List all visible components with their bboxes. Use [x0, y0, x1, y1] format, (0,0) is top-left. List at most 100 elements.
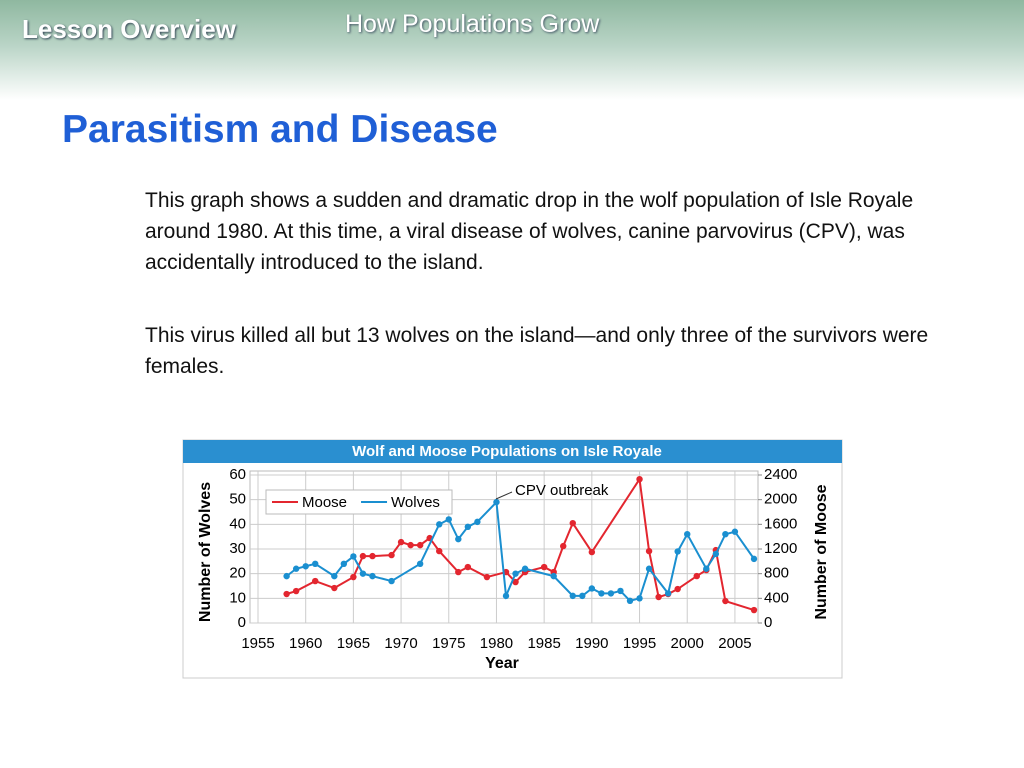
data-point — [598, 590, 605, 597]
data-point — [331, 572, 338, 580]
data-point — [455, 535, 462, 543]
data-point — [388, 551, 395, 559]
data-point — [312, 577, 319, 585]
data-point — [359, 570, 367, 577]
data-point — [359, 552, 367, 560]
data-point — [283, 572, 290, 580]
x-tick-label: 1975 — [432, 635, 465, 652]
x-tick-label: 2005 — [718, 635, 751, 652]
y2-tick-label: 2000 — [764, 491, 797, 508]
data-point — [731, 528, 739, 535]
x-tick-label: 1980 — [480, 635, 513, 652]
data-point — [636, 475, 643, 483]
paragraph: This graph shows a sudden and dramatic d… — [145, 189, 914, 274]
y-tick-label: 0 — [238, 614, 246, 631]
x-tick-label: 1960 — [289, 635, 322, 652]
data-point — [416, 541, 424, 549]
y-axis-label: Number of Wolves — [197, 482, 214, 622]
data-point — [569, 519, 576, 527]
y2-tick-label: 2400 — [764, 466, 797, 483]
data-point — [350, 553, 357, 560]
data-point — [369, 552, 376, 560]
header: Lesson Overview How Populations Grow — [0, 0, 1024, 100]
y2-tick-label: 1200 — [764, 540, 797, 557]
y-tick-label: 50 — [229, 491, 246, 508]
paragraph: This virus killed all but 13 wolves on t… — [145, 324, 929, 378]
data-point — [626, 597, 634, 604]
data-point — [474, 518, 481, 526]
data-point — [292, 565, 300, 572]
data-point — [579, 592, 586, 600]
data-point — [703, 565, 710, 572]
chart-title: Wolf and Moose Populations on Isle Royal… — [352, 443, 662, 460]
series-line — [286, 476, 755, 612]
x-tick-label: 1965 — [337, 635, 370, 652]
data-point — [407, 541, 414, 549]
data-point — [560, 542, 567, 550]
data-point — [674, 548, 681, 555]
y-tick-label: 10 — [229, 589, 246, 606]
data-point — [712, 550, 720, 558]
x-tick-label: 2000 — [671, 635, 704, 652]
data-point — [684, 531, 691, 538]
data-point — [436, 521, 443, 528]
y-tick-label: 30 — [229, 540, 246, 557]
data-point — [464, 563, 472, 571]
data-point — [331, 584, 338, 592]
data-point — [750, 555, 758, 563]
data-point — [502, 592, 510, 600]
x-tick-label: 1990 — [575, 635, 608, 652]
data-point — [416, 560, 424, 567]
data-point — [588, 548, 596, 556]
data-point — [645, 565, 653, 572]
data-point — [512, 570, 519, 577]
annotation: CPV outbreak — [515, 482, 609, 499]
data-point — [750, 606, 758, 614]
data-point — [340, 560, 348, 567]
slide-title: Parasitism and Disease — [62, 108, 498, 151]
x-tick-label: 1970 — [384, 635, 417, 652]
data-point — [722, 597, 729, 605]
x-tick-label: 1955 — [241, 635, 274, 652]
data-point — [540, 563, 548, 571]
data-point — [455, 568, 462, 576]
y2-tick-label: 400 — [764, 589, 789, 606]
data-point — [388, 577, 395, 585]
series-line — [286, 499, 755, 602]
data-point — [436, 547, 443, 555]
data-point — [302, 563, 309, 570]
data-point — [397, 538, 405, 546]
x-tick-label: 1995 — [623, 635, 656, 652]
data-point — [693, 572, 700, 580]
data-point — [493, 498, 500, 506]
annotation-arrow — [495, 491, 513, 500]
y2-tick-label: 800 — [764, 565, 789, 582]
data-point — [645, 547, 653, 555]
data-point — [292, 587, 300, 595]
x-tick-label: 1985 — [527, 635, 560, 652]
y-tick-label: 20 — [229, 565, 246, 582]
data-point — [655, 593, 662, 601]
data-point — [569, 592, 576, 600]
data-point — [664, 590, 672, 597]
legend-label: Wolves — [391, 494, 440, 511]
data-point — [674, 585, 681, 593]
legend-label: Moose — [302, 494, 347, 511]
data-point — [312, 560, 319, 567]
data-point — [445, 516, 452, 523]
chart-title-bar — [183, 440, 842, 463]
topic-title: How Populations Grow — [345, 10, 600, 38]
y2-tick-label: 1600 — [764, 515, 797, 532]
data-point — [722, 531, 729, 538]
x-axis-label: Year — [485, 655, 519, 672]
y-tick-label: 60 — [229, 466, 246, 483]
y2-axis-label: Number of Moose — [813, 484, 830, 619]
data-point — [350, 573, 357, 581]
data-point — [283, 590, 290, 598]
data-point — [636, 595, 643, 602]
y2-tick-label: 0 — [764, 614, 772, 631]
data-point — [617, 587, 624, 595]
section-title: Lesson Overview — [22, 14, 236, 44]
